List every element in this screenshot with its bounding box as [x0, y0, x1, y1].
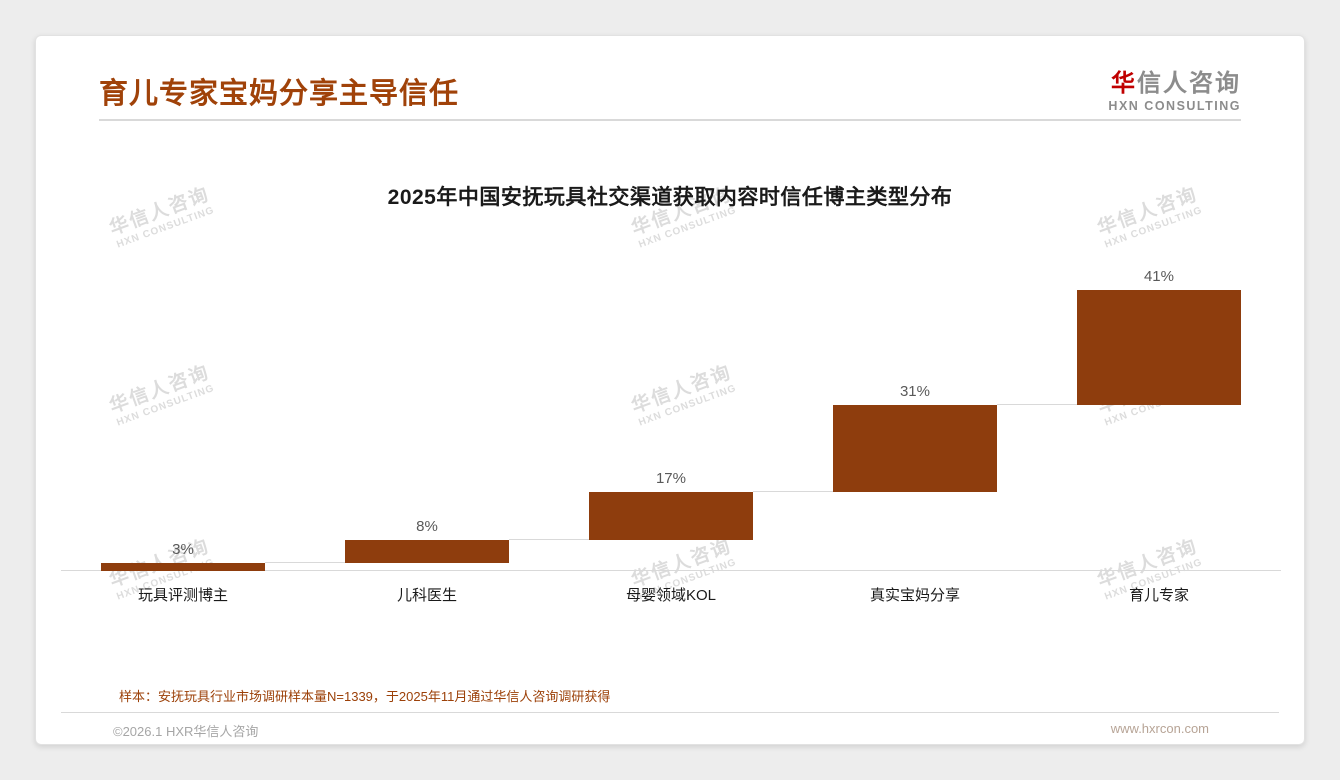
logo-chinese: 华信人咨询	[1111, 70, 1241, 97]
category-label: 育儿专家	[1128, 587, 1189, 604]
bar-value-label: 41%	[1143, 268, 1174, 285]
category-label: 母婴领域KOL	[625, 587, 716, 604]
category-label: 真实宝妈分享	[869, 587, 960, 604]
footer-divider	[61, 712, 1279, 713]
website-url: www.hxrcon.com	[1110, 721, 1209, 736]
category-label: 玩具评测博主	[137, 587, 228, 604]
waterfall-bar[interactable]	[833, 405, 997, 493]
waterfall-bar[interactable]	[1077, 290, 1241, 406]
chart-plot: 3% 8% 17% 31% 41%	[61, 268, 1281, 571]
slide-card: 华信人咨询 HXN CONSULTING 华信人咨询 HXN CONSULTING 华信…	[35, 35, 1305, 745]
title-underline	[99, 119, 1241, 121]
bar-value-label: 8%	[416, 518, 438, 536]
bar-value-label: 31%	[899, 383, 930, 401]
copyright-text: ©2026.1 HXR华信人咨询	[113, 724, 259, 739]
category-label: 儿科医生	[396, 587, 457, 604]
bar-value-label: 3%	[172, 540, 194, 558]
category-axis: 玩具评测博主 儿科医生 母婴领域KOL 真实宝妈分享 育儿专家	[61, 584, 1281, 605]
logo-english: HXN CONSULTING	[1108, 98, 1241, 113]
step-connector-line	[996, 404, 1078, 406]
chart-title: 2025年中国安抚玩具社交渠道获取内容时信任博主类型分布	[387, 186, 953, 209]
sample-note: 样本：安抚玩具行业市场调研样本量N=1339，于2025年11月通过华信人咨询调…	[119, 689, 611, 704]
footer: ©2026.1 HXR华信人咨询 www.hxrcon.com	[113, 721, 1209, 740]
page-title: 育儿专家宝妈分享主导信任	[99, 78, 460, 110]
step-connector-line	[264, 561, 346, 563]
bar-value-label: 17%	[655, 470, 686, 488]
waterfall-bar[interactable]	[101, 562, 265, 571]
step-connector-line	[752, 491, 834, 493]
waterfall-bar[interactable]	[345, 540, 509, 563]
company-logo: 华信人咨询 HXN CONSULTING	[1108, 70, 1241, 113]
waterfall-bar[interactable]	[589, 492, 753, 541]
header: 育儿专家宝妈分享主导信任 华信人咨询 HXN CONSULTING	[99, 70, 1241, 113]
x-axis-line	[61, 570, 1281, 571]
step-connector-line	[508, 539, 590, 541]
